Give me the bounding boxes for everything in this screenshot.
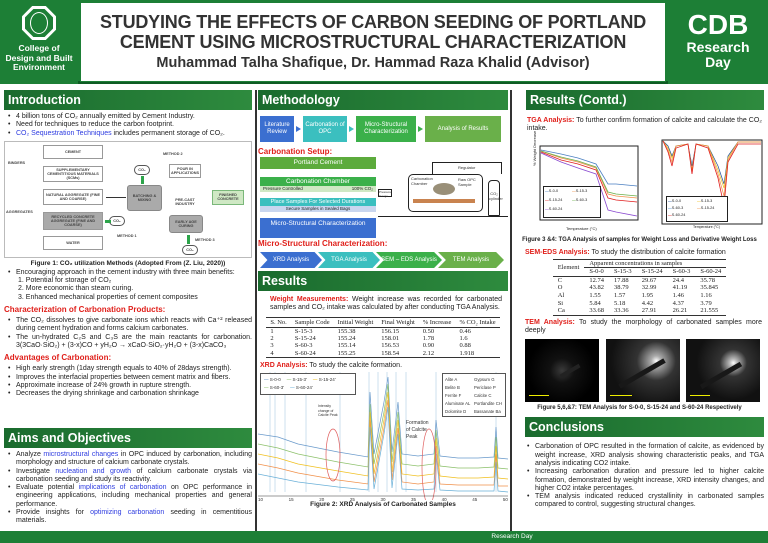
- tem-image-s-0-0: [525, 339, 599, 403]
- tga-legend: —S-0-0 —S-15-3 —S-15-24 —S-60-3 —S-60-24: [543, 185, 601, 218]
- xrd-plot: [258, 372, 508, 501]
- xrd-x-axis: 10 15 20 25 30 35 40 45 50: [258, 497, 508, 503]
- column-divider: [510, 90, 512, 542]
- column-divider: [255, 90, 257, 542]
- flow-arrow: [106, 196, 126, 198]
- section-header-aims: Aims and Objectives: [4, 428, 252, 448]
- cdb-research-day-badge: CDB Research Day: [668, 0, 768, 84]
- tga-text: TGA Analysis: To further confirm formati…: [527, 117, 762, 133]
- calcite-intensity-ellipse: [325, 428, 341, 482]
- footer-bar: Research Day: [256, 531, 768, 543]
- chamber-icon: [408, 174, 483, 212]
- table-row: Al 1.55 1.57 1.95 1.46 1.16: [557, 291, 712, 299]
- aim-bullet: Evaluate potential implications of carbo…: [4, 484, 252, 509]
- conclusion-bullet: TEM analysis indicated reduced crystalli…: [523, 493, 764, 510]
- poster-title-line2: CEMENT USING MICROSTRUCTURAL CHARACTERIZ…: [119, 32, 627, 52]
- table-row: Si 5.84 5.18 4.42 4.37 3.79: [557, 299, 712, 307]
- xrd-chart: — S-0-0 — S-15-3' — S-15-24' — S-60-3' —…: [258, 372, 508, 508]
- aim-bullet: Analyze microstructural changes in OPC i…: [4, 451, 252, 468]
- tga-charts: % Weight Decrease —S-0-0 —S-15-3 —S-15-2…: [515, 130, 764, 236]
- poster-header: College of Design and Built Environment …: [0, 0, 768, 84]
- title-box: STUDYING THE EFFECTS OF CARBON SEEDING O…: [80, 2, 666, 82]
- table-row: C 12.74 17.88 29.67 24.4 35.78: [557, 276, 715, 284]
- poster-title-line1: STUDYING THE EFFECTS OF CARBON SEEDING O…: [99, 12, 646, 32]
- scale-bar: [690, 394, 710, 397]
- green-arrow-icon: [141, 175, 144, 184]
- authors: Muhammad Talha Shafique, Dr. Hammad Raza…: [156, 55, 590, 71]
- table-row: 4 S-60-24 155.25 158.54 2.12 1.918: [266, 350, 500, 358]
- table-row: Ca 33.68 33.36 27.91 26.21 21.555: [552, 307, 727, 316]
- carbonation-setup: Portland Cement Carbonation Chamber Pres…: [258, 157, 508, 239]
- intro-bullet: CO₂ Sequestration Techniques includes pe…: [4, 130, 252, 139]
- co2-cloud-icon: CO₂: [134, 164, 150, 175]
- advantages-heading: Advantages of Carbonation:: [4, 353, 112, 363]
- section-header-results-contd: Results (Contd.): [526, 90, 764, 110]
- figure2-caption: Figure 2: XRD Analysis of Carbonated Sam…: [310, 501, 456, 509]
- figure567-caption: Figure 5,6,&7: TEM Analysis for S-0-0, S…: [537, 405, 742, 412]
- phase-legend: Alite A Gypsum G Belite B Periclase P Ferr…: [442, 373, 506, 418]
- table-row: 2 S-15-24 155.24 158.01 1.78 1.6: [270, 335, 468, 342]
- characterization-heading: Characterization of Carbonation Products…: [4, 305, 166, 315]
- methodology-flow: Literature Review Carbonation of OPC Mic…: [260, 116, 508, 142]
- tga-weight-chart: % Weight Decrease —S-0-0 —S-15-3 —S-15-2…: [526, 130, 641, 234]
- eds-table: Element Apparent concentrations in sample…: [552, 258, 727, 316]
- aim-bullet: Provide insights for optimizing carbonat…: [4, 509, 252, 526]
- arrow-right-icon: [349, 126, 354, 132]
- aim-bullet: Investigate nucleation and growth of cal…: [4, 468, 252, 485]
- tem-text: TEM Analysis: To study the morphology of…: [525, 318, 762, 335]
- figure34-caption: Figure 3 &4: TGA Analysis of samples for…: [522, 236, 757, 243]
- co2-cloud-icon: CO₂: [182, 244, 198, 255]
- scale-bar: [609, 394, 632, 397]
- green-arrow-icon: [105, 219, 111, 223]
- section-header-methodology: Methodology: [258, 90, 508, 110]
- analysis-steps: XRD Analysis TGA Analysis SEM – EDS Anal…: [260, 252, 508, 268]
- college-name: College of Design and Built Environment: [5, 43, 73, 72]
- intro-bullet: 4 billion tons of CO₂ annually emitted b…: [4, 113, 252, 122]
- weight-table: S. No. Sample Code Initial Weight Final Wei…: [266, 316, 500, 359]
- college-logo: College of Design and Built Environment: [0, 0, 78, 84]
- xrd-legend: — S-0-0 — S-15-3' — S-15-24' — S-60-3' —…: [260, 373, 356, 396]
- tem-image-s-60-24: [686, 339, 760, 403]
- calcite-formation-ellipse: [421, 428, 437, 501]
- xrd-text: XRD Analysis: To study the calcite forma…: [260, 362, 403, 370]
- tem-images: [515, 335, 764, 403]
- weight-measurements-text: Weight Measurements: Weight increase was…: [270, 296, 503, 312]
- co2-cloud-icon: CO₂: [109, 215, 125, 226]
- intro-bullet: Need for techniques to reduce the carbon…: [4, 121, 252, 130]
- carbonation-apparatus-diagram: Regulator Carbonation Chamber Raw OPC Sa…: [378, 157, 508, 239]
- tga-derivative-chart: —S-0-0 —S-15-3 —S-60-3 —S-15-24 —S-60-24…: [648, 136, 764, 234]
- middle-column: Methodology Literature Review Carbonatio…: [258, 90, 508, 509]
- dtg-legend: —S-0-0 —S-15-3 —S-60-3 —S-15-24 —S-60-24: [666, 195, 728, 222]
- micro-structural-heading: Micro-Structural Characterization:: [258, 239, 388, 248]
- left-column: Introduction 4 billion tons of CO₂ annua…: [4, 90, 252, 399]
- tem-image-s-15-24: [605, 339, 680, 403]
- sample-pile-icon: [433, 183, 455, 195]
- scale-bar: [529, 394, 549, 397]
- table-row: O 43.82 38.79 32.99 41.19 35.845: [557, 284, 719, 292]
- section-header-results: Results: [258, 271, 508, 291]
- co2-cylinder-icon: CO₂ cylinder: [488, 180, 503, 216]
- conclusion-bullet: Increasing carbonation duration and pres…: [523, 468, 764, 493]
- right-column: Results (Contd.) TGA Analysis: To furthe…: [515, 90, 764, 510]
- aims-section: Aims and Objectives Analyze microstructu…: [4, 428, 252, 526]
- green-arrow-icon: [187, 234, 190, 244]
- table-row: 1 S-15-3 155.38 156.15 0.50 0.46: [270, 327, 471, 335]
- table-row: 3 S-60-3 155.14 156.53 0.90 0.88: [270, 342, 471, 350]
- co2-utilization-diagram: BINDERS AGGREGATES CEMENT SUPPLEMENTARY …: [4, 140, 252, 258]
- arrow-right-icon: [418, 126, 423, 132]
- figure1-caption: Figure 1: CO₂ utilization Methods (Adopt…: [30, 259, 226, 267]
- carbonation-setup-heading: Carbonation Setup:: [258, 147, 333, 156]
- sem-eds-text: SEM-EDS Analysis: To study the distribut…: [525, 248, 726, 256]
- section-header-introduction: Introduction: [4, 90, 252, 110]
- conclusion-bullet: Carbonation of OPC resulted in the forma…: [523, 443, 764, 468]
- footer-bar-left: [0, 531, 256, 543]
- emblem-inner-icon: [30, 12, 48, 34]
- arrow-right-icon: [296, 126, 301, 132]
- benefits-intro: Encouraging approach in the cement indus…: [4, 269, 252, 278]
- section-header-conclusions: Conclusions: [525, 417, 764, 438]
